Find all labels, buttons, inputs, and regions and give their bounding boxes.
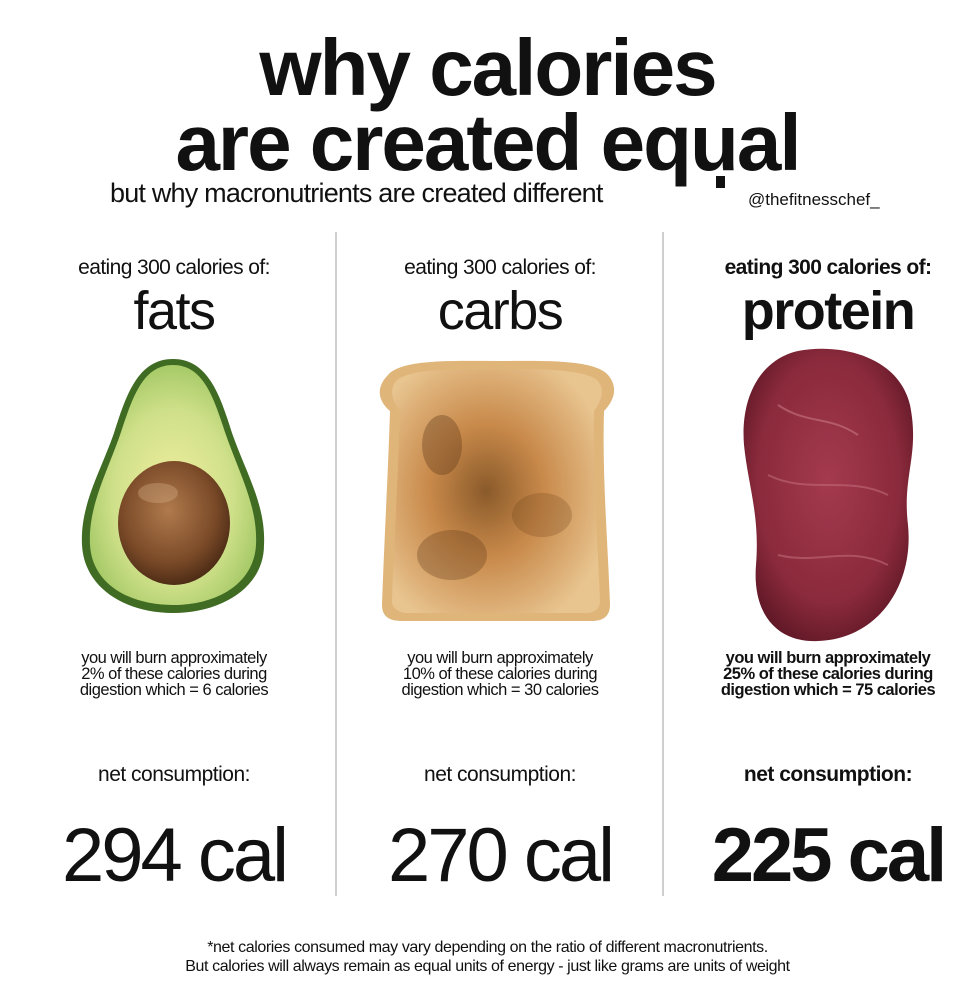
column-protein: eating 300 calories of: protein you will… — [668, 0, 975, 996]
burn-line: 10% of these calories during — [402, 665, 598, 683]
page-title-line-2: are created equal — [175, 98, 801, 187]
burn-line: you will burn approximately — [725, 649, 931, 667]
eating-label: eating 300 calories of: — [78, 256, 270, 279]
avocado-icon — [81, 359, 265, 613]
page-subtitle: but why macronutrients are created diffe… — [110, 178, 603, 208]
net-consumption-value: 270 cal — [387, 813, 615, 898]
footnote-line: But calories will always remain as equal… — [185, 958, 790, 975]
column-divider — [662, 232, 664, 896]
burn-line: digestion which = 6 calories — [79, 681, 269, 699]
macro-name: fats — [133, 281, 216, 341]
net-consumption-label: net consumption: — [424, 763, 576, 786]
burn-line: you will burn approximately — [407, 649, 593, 667]
eating-label: eating 300 calories of: — [404, 256, 596, 279]
burn-line: you will burn approximately — [81, 649, 267, 667]
net-consumption-value: 294 cal — [61, 813, 289, 898]
burn-description: you will burn approximately 10% of these… — [340, 649, 660, 699]
burn-line: 2% of these calories during — [81, 665, 267, 683]
column-carbs: eating 300 calories of: carbs you will b… — [340, 0, 660, 996]
column-fats: eating 300 calories of: fats you will bu… — [14, 0, 334, 996]
column-divider — [335, 232, 337, 896]
eating-label: eating 300 calories of: — [724, 256, 932, 279]
toast-icon — [379, 360, 615, 621]
footnote-line: *net calories consumed may vary dependin… — [207, 939, 768, 956]
burn-description: you will burn approximately 2% of these … — [14, 649, 334, 699]
macro-name: protein — [741, 281, 916, 341]
title-accent-mark — [716, 176, 725, 188]
net-consumption-label: net consumption: — [98, 763, 250, 786]
burn-line: digestion which = 75 calories — [720, 681, 936, 699]
net-consumption-value: 225 cal — [711, 813, 948, 898]
macro-name: carbs — [437, 281, 564, 341]
footnote: *net calories consumed may vary dependin… — [0, 938, 975, 976]
burn-description: you will burn approximately 25% of these… — [668, 649, 975, 699]
burn-line: digestion which = 30 calories — [401, 681, 599, 699]
burn-line: 25% of these calories during — [723, 665, 933, 683]
page-title-line-1: why calories — [259, 23, 717, 112]
author-handle: @thefitnesschef_ — [748, 190, 880, 209]
net-consumption-label: net consumption: — [743, 763, 913, 786]
steak-icon — [743, 348, 914, 642]
